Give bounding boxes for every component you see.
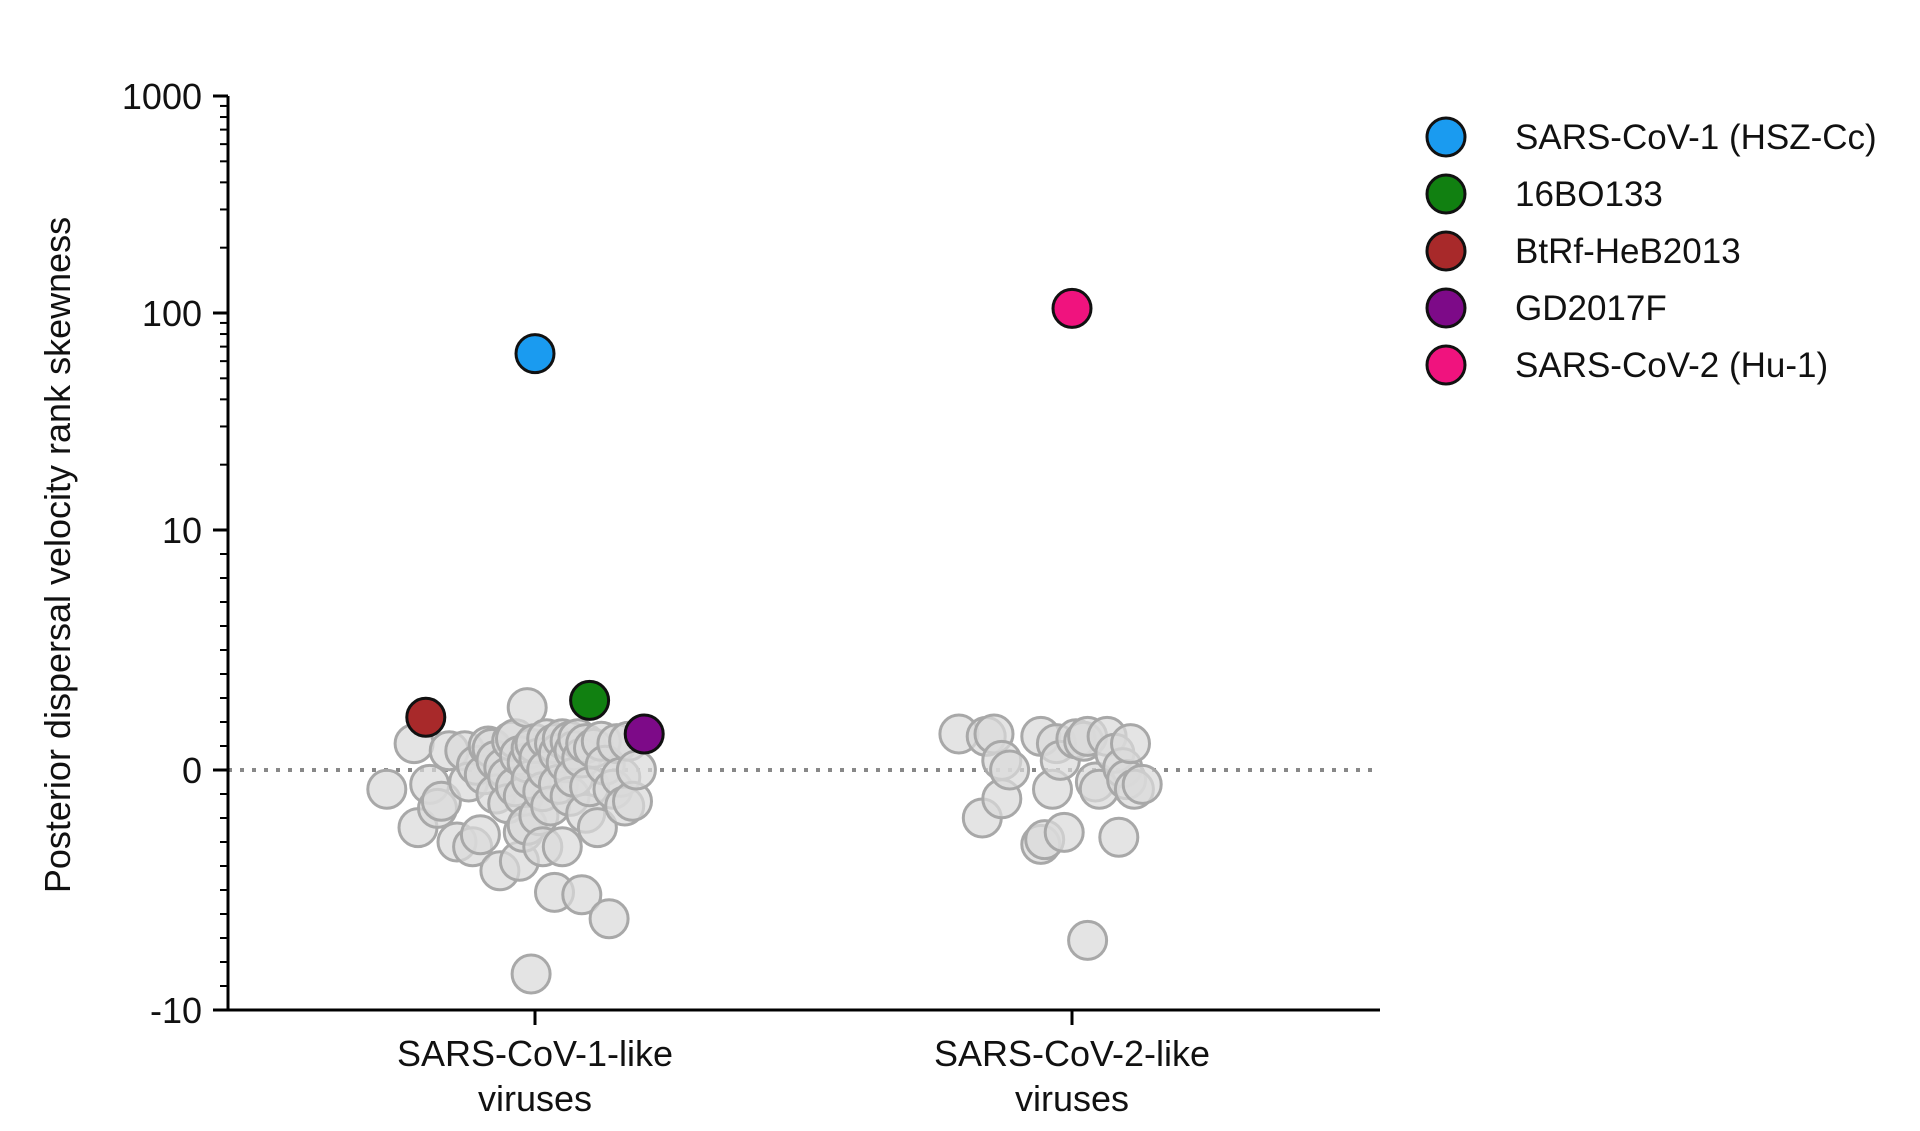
y-tick-label: 10	[162, 510, 202, 551]
background-point	[1110, 723, 1151, 765]
highlighted-point	[569, 679, 611, 721]
legend-marker	[1425, 173, 1467, 215]
background-point	[576, 807, 618, 849]
legend-label: BtRf-HeB2013	[1515, 232, 1741, 271]
background-point	[561, 874, 603, 916]
highlighted-point	[623, 713, 665, 755]
legend-marker	[1425, 344, 1467, 386]
legend-marker	[1425, 116, 1467, 158]
legend-label: 16BO133	[1515, 175, 1663, 214]
background-point	[1098, 816, 1140, 858]
legend-label: SARS-CoV-1 (HSZ-Cc)	[1515, 118, 1877, 157]
background-point	[459, 814, 501, 856]
highlighted-point	[514, 333, 556, 375]
legend-marker	[1425, 230, 1467, 272]
legend: SARS-CoV-1 (HSZ-Cc) 16BO133 BtRf-HeB2013 GD…	[1425, 116, 1877, 386]
background-point	[366, 768, 408, 810]
background-point	[510, 953, 552, 995]
y-ticks-group: -10 0 10 100 1000	[122, 76, 228, 1031]
x-tick-label-line2: viruses	[1015, 1078, 1129, 1119]
y-tick-label: 100	[142, 293, 202, 334]
x-ticks-group: SARS-CoV-1-likevirusesSARS-CoV-2-likevir…	[397, 1010, 1210, 1119]
background-point	[541, 826, 583, 868]
axes-group	[220, 96, 1380, 1012]
y-tick-label: -10	[150, 990, 202, 1031]
y-tick-label: 0	[182, 750, 202, 791]
y-tick-label: 1000	[122, 76, 202, 117]
background-point	[1121, 763, 1163, 805]
background-point	[989, 749, 1031, 791]
x-tick-label-line2: viruses	[478, 1078, 592, 1119]
background-points-group	[366, 687, 1163, 995]
y-axis-label: Posterior dispersal velocity rank skewne…	[37, 217, 78, 893]
highlighted-point	[1051, 287, 1093, 329]
legend-label: SARS-CoV-2 (Hu-1)	[1515, 346, 1828, 385]
legend-label: GD2017F	[1515, 289, 1667, 328]
background-point	[615, 749, 657, 791]
background-point	[1067, 919, 1109, 961]
background-point	[1043, 811, 1085, 853]
highlighted-points-group	[405, 287, 1093, 755]
x-tick-label-line1: SARS-CoV-1-like	[397, 1033, 673, 1074]
background-point	[588, 898, 630, 940]
legend-marker	[1425, 287, 1467, 329]
x-tick-label-line1: SARS-CoV-2-like	[934, 1033, 1210, 1074]
highlighted-point	[405, 696, 447, 738]
